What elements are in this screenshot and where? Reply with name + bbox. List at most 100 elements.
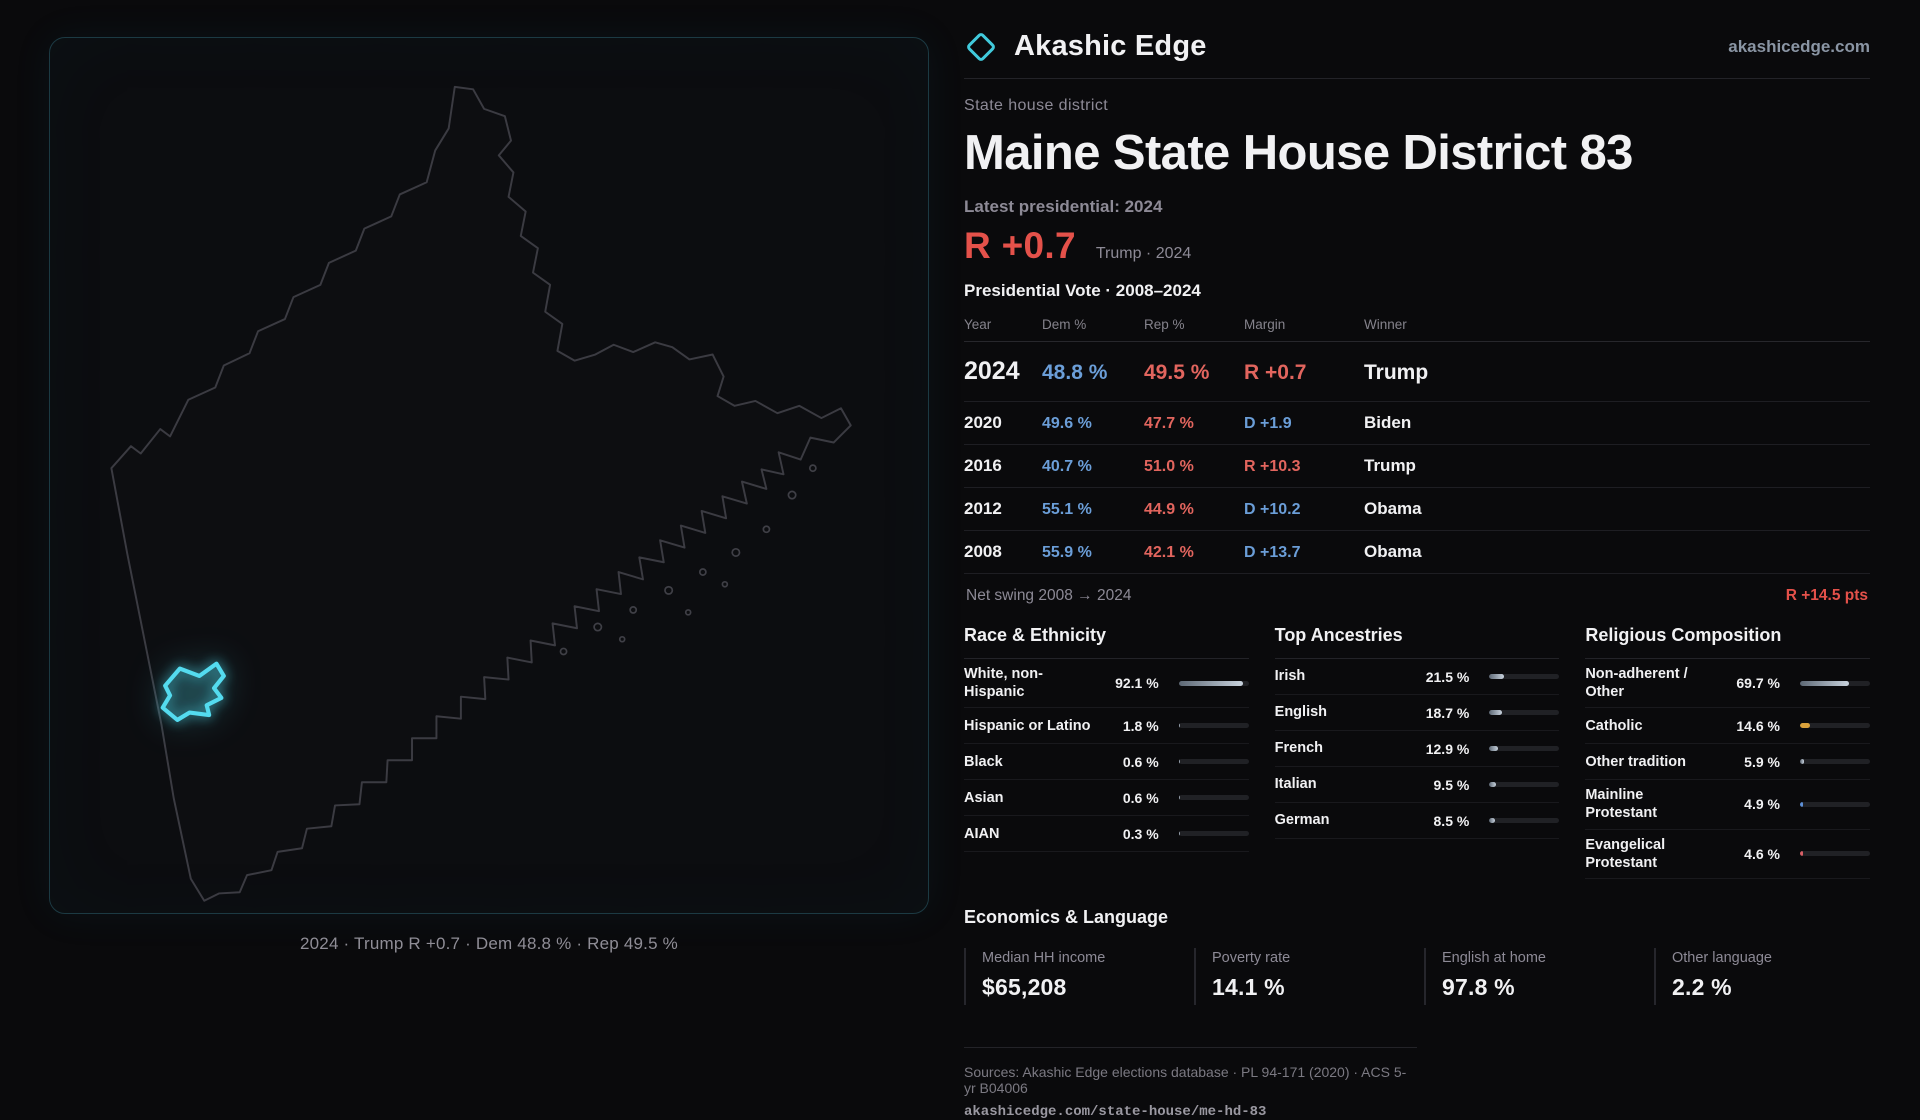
stat-label: Poverty rate	[1212, 949, 1291, 966]
page: 2024 · Trump R +0.7 · Dem 48.8 % · Rep 4…	[0, 0, 1870, 1120]
cell-rep-pct: 49.5 %	[1144, 361, 1210, 384]
race-label: Hispanic or Latino	[964, 717, 1091, 734]
religion-row: Non-adherent / Other 69.7 %	[1585, 659, 1870, 709]
ancestry-value: 18.7 %	[1425, 704, 1470, 721]
cell-margin: R +10.3	[1244, 458, 1301, 475]
cell-winner: Trump	[1364, 361, 1429, 384]
col-header-margin: Margin	[1244, 317, 1286, 332]
religion-value: 4.9 %	[1744, 796, 1780, 813]
race-label: Asian	[964, 789, 1004, 806]
race-value: 92.1 %	[1115, 675, 1159, 692]
race-row: White, non-Hispanic 92.1 %	[964, 659, 1249, 709]
race-row: Hispanic or Latino 1.8 %	[964, 708, 1249, 745]
race-value: 1.8 %	[1122, 717, 1159, 734]
ancestry-bar	[1489, 782, 1560, 787]
vote-row-2024: 2024 48.8 % 49.5 % R +0.7 Trump	[964, 342, 1870, 402]
ancestry-row: Italian 9.5 %	[1274, 767, 1560, 803]
page-title: Maine State House District 83	[964, 126, 1633, 180]
stat-other-language: Other language 2.2 %	[1654, 947, 1870, 1005]
cell-rep-pct: 51.0 %	[1144, 458, 1194, 475]
religion-row: Other tradition 5.9 %	[1585, 744, 1870, 781]
presidential-vote-table: Year Dem % Rep % Margin Winner 2024 48.8…	[964, 311, 1870, 574]
ancestry-bar	[1489, 746, 1560, 751]
religion-label: Mainline Protestant	[1585, 787, 1658, 822]
ancestry-row: German 8.5 %	[1274, 803, 1560, 839]
vote-row-2012: 2012 55.1 % 44.9 % D +10.2 Obama	[964, 488, 1870, 531]
ancestry-row: French 12.9 %	[1274, 731, 1560, 767]
headline-margin-context: Trump · 2024	[1095, 245, 1192, 262]
highlighted-district-83[interactable]	[160, 661, 226, 722]
religion-row: Catholic 14.6 %	[1585, 708, 1870, 745]
ancestry-bar	[1489, 710, 1560, 715]
stat-median-income: Median HH income $65,208	[964, 947, 1180, 1005]
cell-winner: Biden	[1364, 413, 1412, 432]
ancestry-label: French	[1274, 740, 1323, 757]
stat-value: 97.8 %	[1442, 973, 1515, 1000]
economics-section-title: Economics & Language	[964, 906, 1169, 927]
ancestry-value: 12.9 %	[1425, 740, 1470, 757]
cell-year: 2024	[964, 357, 1020, 385]
religion-label: Catholic	[1585, 717, 1643, 734]
cell-year: 2012	[964, 499, 1002, 518]
religion-bar	[1799, 851, 1870, 857]
religion-label: Evangelical Protestant	[1585, 836, 1666, 871]
race-bar	[1178, 795, 1249, 801]
cell-year: 2020	[964, 413, 1002, 432]
brand-diamond-icon	[965, 30, 997, 63]
cell-winner: Obama	[1364, 542, 1422, 561]
race-row: Black 0.6 %	[964, 744, 1249, 781]
religion-row: Evangelical Protestant 4.6 %	[1585, 830, 1870, 879]
religion-bar	[1799, 680, 1870, 686]
ancestry-value: 8.5 %	[1433, 812, 1470, 829]
col-header-rep: Rep %	[1144, 317, 1185, 332]
race-bar	[1178, 723, 1249, 729]
race-bar	[1178, 831, 1249, 837]
race-label: White, non-Hispanic	[964, 666, 1043, 701]
ancestry-row: Irish 21.5 %	[1274, 659, 1560, 695]
map-column: 2024 · Trump R +0.7 · Dem 48.8 % · Rep 4…	[0, 0, 929, 1080]
stat-label: English at home	[1442, 949, 1546, 966]
headline-margin-row: R +0.7 Trump · 2024	[964, 225, 1870, 267]
ancestry-label: English	[1274, 704, 1328, 721]
vote-table-title: Presidential Vote · 2008–2024	[964, 281, 1201, 300]
stat-value: 14.1 %	[1212, 973, 1285, 1000]
cell-winner: Obama	[1364, 499, 1422, 518]
vote-row-2020: 2020 49.6 % 47.7 % D +1.9 Biden	[964, 402, 1870, 445]
net-swing-label: Net swing 2008 → 2024	[966, 587, 1132, 604]
cell-dem-pct: 40.7 %	[1042, 458, 1092, 475]
cell-dem-pct: 55.1 %	[1042, 501, 1092, 518]
cell-margin: D +1.9	[1244, 415, 1292, 432]
col-header-winner: Winner	[1364, 317, 1407, 332]
religion-value: 69.7 %	[1736, 675, 1780, 692]
race-bar	[1178, 680, 1249, 686]
religion-bar	[1799, 759, 1870, 765]
footer: Sources: Akashic Edge elections database…	[964, 1046, 1417, 1120]
ancestry-row: English 18.7 %	[1274, 695, 1560, 731]
religion-section-title: Religious Composition	[1585, 625, 1870, 659]
ancestry-label: German	[1274, 812, 1330, 829]
cell-year: 2016	[964, 456, 1002, 475]
stat-value: $65,208	[982, 973, 1067, 1000]
brand-name: Akashic Edge	[1014, 30, 1207, 62]
race-row: AIAN 0.3 %	[964, 816, 1249, 853]
demographics-grid: Race & Ethnicity White, non-Hispanic 92.…	[964, 625, 1870, 879]
cell-dem-pct: 48.8 %	[1042, 361, 1108, 384]
map-caption: 2024 · Trump R +0.7 · Dem 48.8 % · Rep 4…	[300, 934, 678, 953]
race-bar	[1178, 759, 1249, 765]
religion-section: Religious Composition Non-adherent / Oth…	[1585, 625, 1870, 879]
cell-rep-pct: 44.9 %	[1144, 501, 1194, 518]
race-value: 0.6 %	[1122, 789, 1159, 806]
race-label: Black	[964, 753, 1003, 770]
vote-row-2008: 2008 55.9 % 42.1 % D +13.7 Obama	[964, 531, 1870, 574]
maine-map	[110, 85, 852, 902]
race-ethnicity-section: Race & Ethnicity White, non-Hispanic 92.…	[964, 625, 1249, 879]
race-value: 0.6 %	[1122, 753, 1159, 770]
brand-site-link[interactable]: akashicedge.com	[1728, 36, 1870, 56]
permalink-url[interactable]: akashicedge.com/state-house/me-hd-83	[964, 1103, 1267, 1120]
net-swing-value: R +14.5 pts	[1785, 587, 1868, 604]
coastal-islands	[559, 464, 817, 656]
cell-rep-pct: 47.7 %	[1144, 415, 1194, 432]
ancestry-bar	[1489, 818, 1560, 823]
col-header-dem: Dem %	[1042, 317, 1087, 332]
stat-value: 2.2 %	[1672, 973, 1732, 1000]
